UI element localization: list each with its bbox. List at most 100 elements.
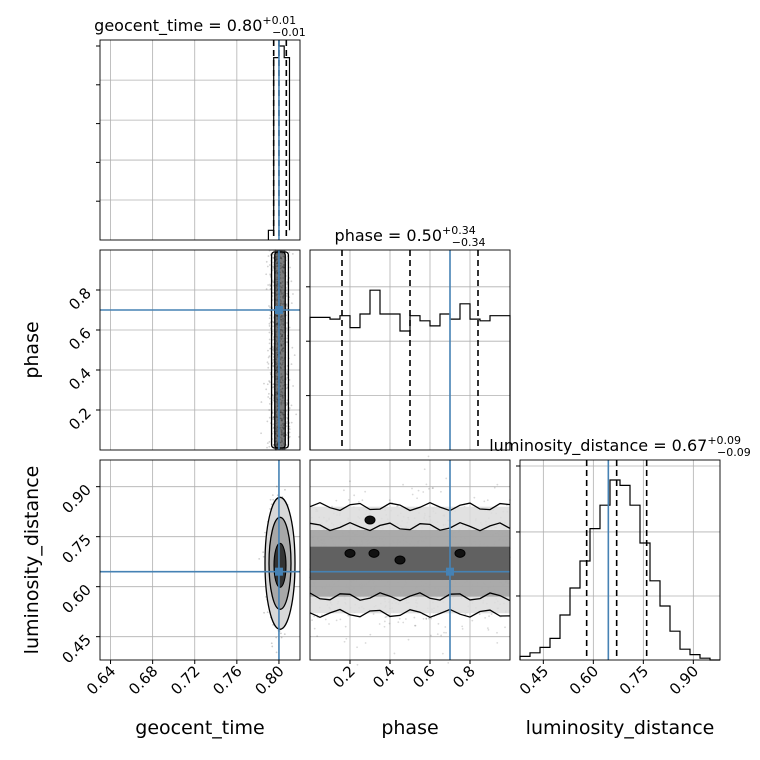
- contour-line: [309, 501, 511, 512]
- sample-point: [269, 273, 272, 276]
- sample-point: [416, 497, 418, 500]
- contour-inner: [273, 542, 287, 588]
- sample-point: [422, 491, 425, 493]
- sample-point: [269, 347, 271, 350]
- sample-point: [268, 409, 271, 411]
- sample-point: [504, 626, 506, 629]
- sample-point: [272, 416, 274, 419]
- sample-point: [272, 498, 275, 501]
- truth-marker: [274, 306, 283, 314]
- sample-point: [262, 555, 265, 558]
- sample-point: [271, 339, 274, 341]
- sample-point: [343, 489, 345, 492]
- sample-point: [272, 352, 274, 355]
- sample-point: [271, 279, 274, 282]
- sample-point: [285, 422, 288, 425]
- sample-point: [272, 364, 274, 367]
- x-tick-label: 0.68: [125, 662, 161, 698]
- panel-title: luminosity_distance = 0.67+0.09 −0.09: [489, 434, 751, 459]
- sample-point: [440, 634, 443, 637]
- sample-point: [404, 618, 407, 620]
- sample-point: [425, 618, 428, 620]
- sample-point: [486, 627, 489, 630]
- sample-point: [286, 416, 289, 419]
- sample-point: [272, 261, 275, 264]
- sample-point: [414, 624, 417, 627]
- sample-point: [286, 322, 288, 324]
- x-tick-label: 0.8: [449, 662, 479, 692]
- sample-point: [496, 641, 499, 644]
- sample-point: [285, 401, 288, 404]
- sample-point: [272, 292, 275, 294]
- sample-point: [271, 376, 274, 378]
- sample-point: [298, 436, 300, 438]
- y-axis-label: luminosity_distance: [21, 466, 43, 655]
- sample-point: [272, 346, 275, 349]
- sample-point: [285, 295, 288, 297]
- sample-point: [267, 396, 270, 398]
- sample-point: [268, 355, 271, 358]
- sample-point: [263, 611, 265, 614]
- panel-frame: [309, 459, 511, 661]
- sample-point: [268, 440, 271, 443]
- sample-point: [285, 303, 288, 305]
- sample-point: [280, 636, 283, 639]
- sample-point: [265, 260, 268, 263]
- y-tick-label: 0.60: [58, 581, 94, 617]
- sample-point: [293, 354, 296, 357]
- sample-point: [275, 651, 278, 654]
- sample-point: [288, 379, 291, 381]
- sample-point: [411, 493, 414, 496]
- sample-point: [487, 628, 490, 631]
- sample-point: [267, 362, 270, 365]
- x-axis-label: luminosity_distance: [526, 717, 715, 739]
- sample-point: [349, 480, 351, 483]
- sample-point: [265, 288, 268, 290]
- sample-point: [484, 616, 487, 619]
- sample-point: [272, 394, 275, 397]
- sample-point: [432, 487, 434, 489]
- sample-point: [292, 293, 294, 295]
- sample-point: [425, 483, 428, 486]
- sample-point: [258, 557, 261, 560]
- density-cell: [274, 250, 280, 450]
- sample-point: [444, 626, 447, 628]
- contour-blob: [394, 555, 406, 565]
- sample-point: [383, 620, 386, 623]
- contour-line: [309, 521, 511, 532]
- sample-point: [461, 625, 464, 628]
- panel-title: geocent_time = 0.80+0.01 −0.01: [94, 14, 306, 39]
- sample-point: [413, 616, 416, 619]
- sample-point: [290, 421, 293, 424]
- sample-point: [272, 265, 275, 268]
- sample-point: [335, 499, 338, 502]
- sample-point: [356, 646, 358, 649]
- contour-line: [309, 608, 511, 619]
- sample-point: [496, 631, 498, 634]
- truth-marker: [274, 567, 283, 576]
- sample-point: [267, 356, 270, 359]
- sample-point: [288, 326, 291, 329]
- sample-point: [347, 614, 350, 617]
- sample-point: [266, 611, 269, 614]
- sample-point: [285, 383, 288, 386]
- sample-point: [266, 383, 269, 386]
- y-tick-label: 0.4: [65, 364, 95, 394]
- sample-point: [268, 322, 271, 325]
- sample-point: [268, 445, 271, 448]
- sample-point: [275, 636, 278, 639]
- sample-point: [285, 341, 288, 343]
- sample-point: [398, 617, 401, 620]
- sample-point: [272, 348, 275, 351]
- sample-point: [270, 503, 273, 506]
- truth-marker: [446, 567, 454, 576]
- sample-point: [422, 617, 425, 620]
- sample-point: [286, 402, 289, 405]
- sample-point: [427, 455, 430, 458]
- sample-point: [268, 338, 271, 341]
- y-tick-label: 0.6: [65, 324, 95, 354]
- sample-point: [328, 623, 330, 625]
- sample-point: [440, 490, 442, 493]
- y-tick-label: 0.2: [65, 404, 95, 434]
- sample-point: [272, 416, 275, 419]
